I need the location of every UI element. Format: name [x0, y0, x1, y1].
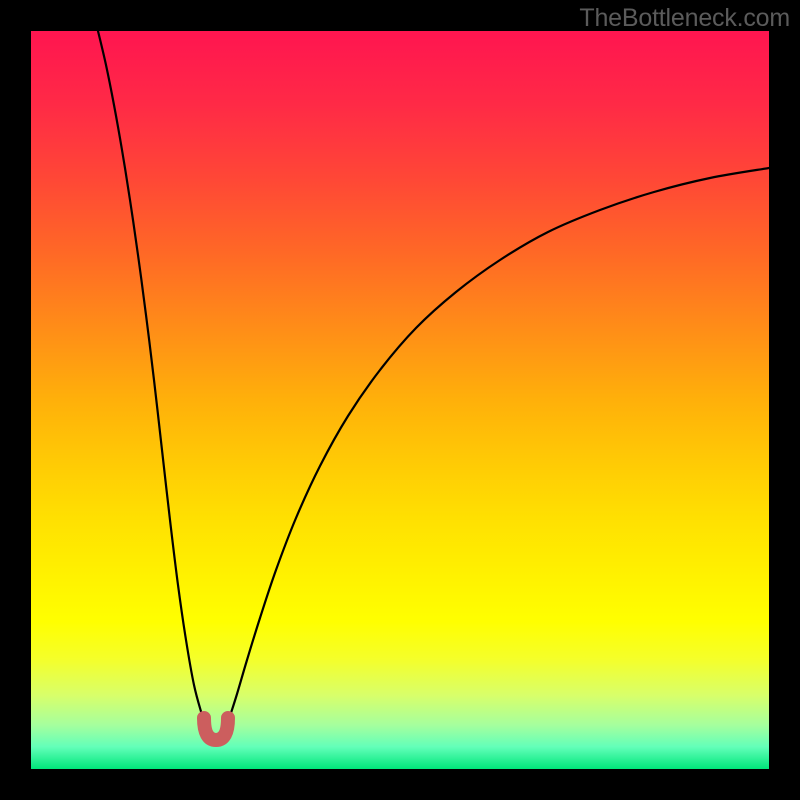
chart-svg [0, 0, 800, 800]
chart-root: TheBottleneck.com [0, 0, 800, 800]
watermark-text: TheBottleneck.com [579, 4, 790, 33]
plot-area [31, 31, 769, 769]
